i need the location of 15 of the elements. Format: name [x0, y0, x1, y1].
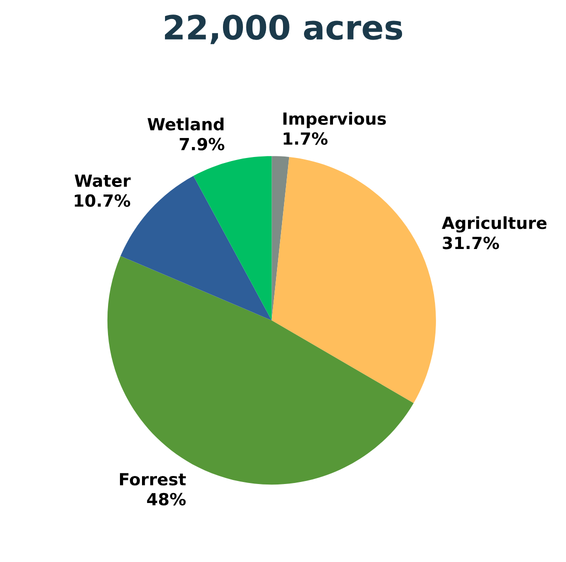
slice-label: Agriculture [442, 216, 547, 233]
pie-slice [107, 256, 414, 485]
pie-slice [193, 156, 272, 320]
chart-title: 22,000 acres [164, 14, 402, 44]
pie-slice [272, 156, 290, 320]
data-label: 7.9% [180, 138, 224, 150]
data-label: 31.7% [442, 236, 500, 250]
slice-label: Forrest [120, 473, 186, 486]
slice-label: Water [74, 174, 131, 187]
pie-slice [272, 157, 436, 404]
data-label: 10.7% [74, 194, 130, 207]
slice-label: Impervious [283, 112, 386, 128]
data-label: 48% [147, 492, 186, 506]
slice-label: Wetland [148, 118, 224, 130]
data-label: 1.7% [284, 132, 328, 145]
